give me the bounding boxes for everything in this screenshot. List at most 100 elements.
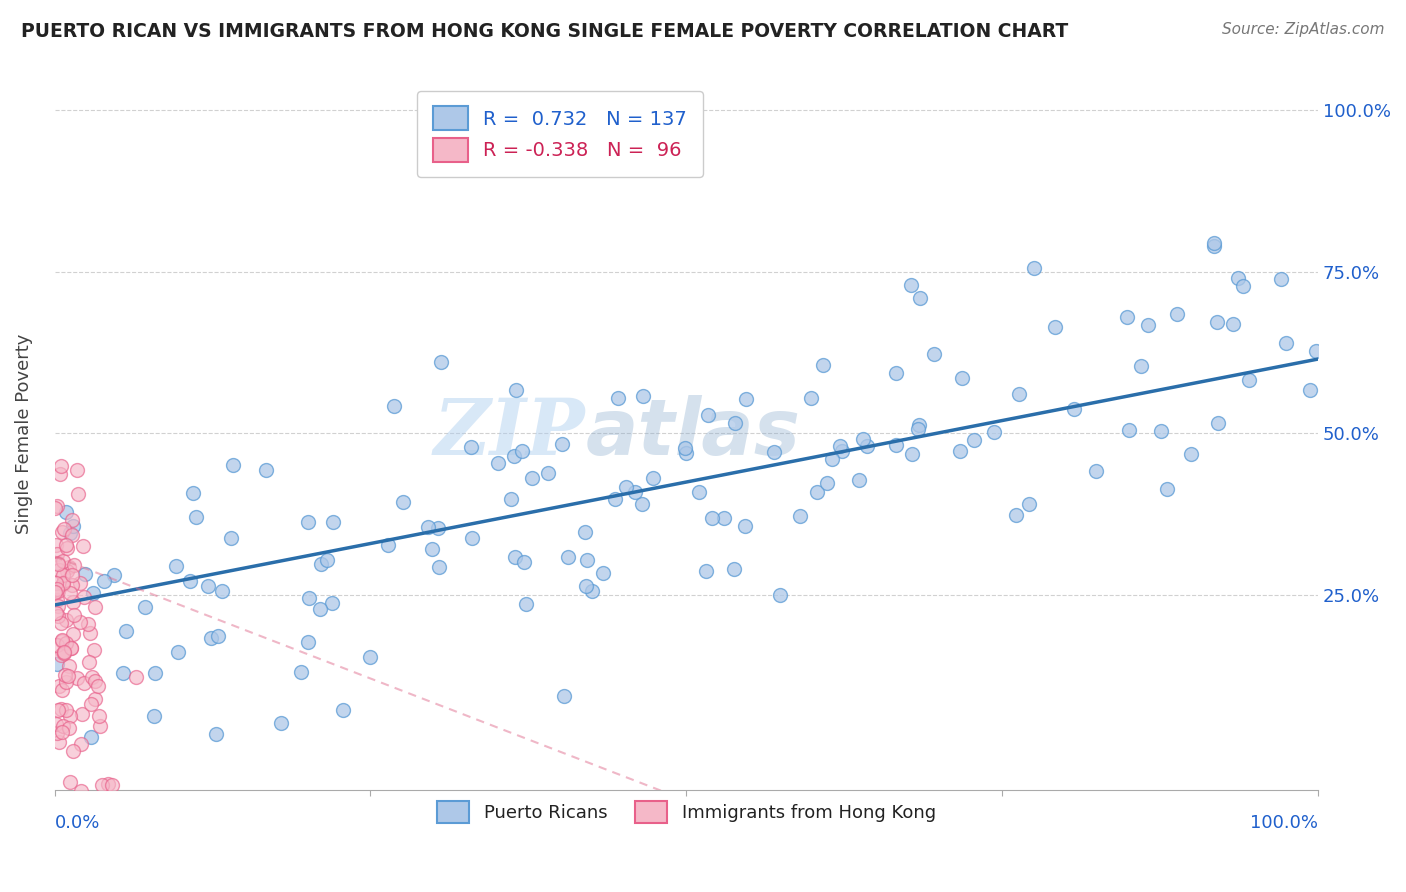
Point <box>1018 497 1040 511</box>
Point <box>515 597 537 611</box>
Point <box>55 703 77 717</box>
Point <box>45 576 67 591</box>
Point <box>66 463 89 477</box>
Point <box>80 670 103 684</box>
Point <box>800 391 823 405</box>
Point <box>332 703 354 717</box>
Point <box>697 408 720 422</box>
Point <box>76 616 98 631</box>
Point <box>200 632 222 646</box>
Point <box>1166 307 1188 321</box>
Y-axis label: Single Female Poverty: Single Female Poverty <box>15 334 32 533</box>
Point <box>51 702 73 716</box>
Point <box>270 715 292 730</box>
Point <box>1180 447 1202 461</box>
Point <box>1226 271 1249 285</box>
Point <box>211 584 233 599</box>
Point <box>673 441 696 455</box>
Point <box>207 629 229 643</box>
Point <box>460 531 482 545</box>
Point <box>51 632 73 647</box>
Point <box>59 709 82 723</box>
Point <box>821 452 844 467</box>
Point <box>1007 387 1029 401</box>
Point <box>811 358 834 372</box>
Point <box>142 709 165 723</box>
Text: atlas: atlas <box>585 395 800 472</box>
Point <box>789 508 811 523</box>
Point <box>513 555 536 569</box>
Point <box>1232 279 1254 293</box>
Text: 0.0%: 0.0% <box>55 814 100 832</box>
Point <box>855 439 877 453</box>
Point <box>204 726 226 740</box>
Point <box>907 422 929 436</box>
Point <box>51 525 73 540</box>
Point <box>734 519 756 533</box>
Point <box>427 521 450 535</box>
Point <box>1222 317 1244 331</box>
Point <box>254 463 277 477</box>
Point <box>46 584 69 599</box>
Point <box>52 567 75 582</box>
Point <box>60 578 83 592</box>
Point <box>45 717 67 731</box>
Point <box>557 549 579 564</box>
Point <box>52 576 75 591</box>
Point <box>45 538 67 552</box>
Point <box>51 576 73 591</box>
Point <box>84 600 107 615</box>
Point <box>69 737 91 751</box>
Point <box>908 291 931 305</box>
Point <box>607 391 630 405</box>
Text: PUERTO RICAN VS IMMIGRANTS FROM HONG KONG SINGLE FEMALE POVERTY CORRELATION CHAR: PUERTO RICAN VS IMMIGRANTS FROM HONG KON… <box>21 22 1069 41</box>
Point <box>848 473 870 487</box>
Point <box>1004 508 1026 522</box>
Point <box>575 579 598 593</box>
Point <box>69 615 91 629</box>
Point <box>359 650 381 665</box>
Point <box>48 563 70 577</box>
Text: 100.0%: 100.0% <box>1250 814 1319 832</box>
Point <box>382 400 405 414</box>
Point <box>60 641 83 656</box>
Point <box>298 591 321 605</box>
Point <box>58 560 80 574</box>
Point <box>197 579 219 593</box>
Point <box>550 437 572 451</box>
Point <box>45 582 67 596</box>
Point <box>614 480 637 494</box>
Point <box>605 491 627 506</box>
Point <box>184 510 207 524</box>
Point <box>90 778 112 792</box>
Point <box>460 440 482 454</box>
Point <box>486 456 509 470</box>
Point <box>51 458 73 473</box>
Point <box>831 443 853 458</box>
Point <box>815 475 838 490</box>
Point <box>46 703 69 717</box>
Point <box>45 606 67 620</box>
Point <box>59 641 82 656</box>
Point <box>59 526 82 541</box>
Point <box>70 784 93 798</box>
Point <box>762 444 785 458</box>
Point <box>48 735 70 749</box>
Point <box>67 487 90 501</box>
Point <box>427 559 450 574</box>
Point <box>1270 272 1292 286</box>
Point <box>124 670 146 684</box>
Point <box>45 593 67 607</box>
Point <box>51 616 73 631</box>
Point <box>297 515 319 529</box>
Point <box>45 726 67 740</box>
Point <box>828 439 851 453</box>
Point <box>69 576 91 591</box>
Point <box>1137 318 1160 332</box>
Point <box>73 590 96 604</box>
Point <box>321 596 343 610</box>
Point <box>575 553 598 567</box>
Point <box>581 583 603 598</box>
Point <box>422 541 444 556</box>
Point <box>675 446 697 460</box>
